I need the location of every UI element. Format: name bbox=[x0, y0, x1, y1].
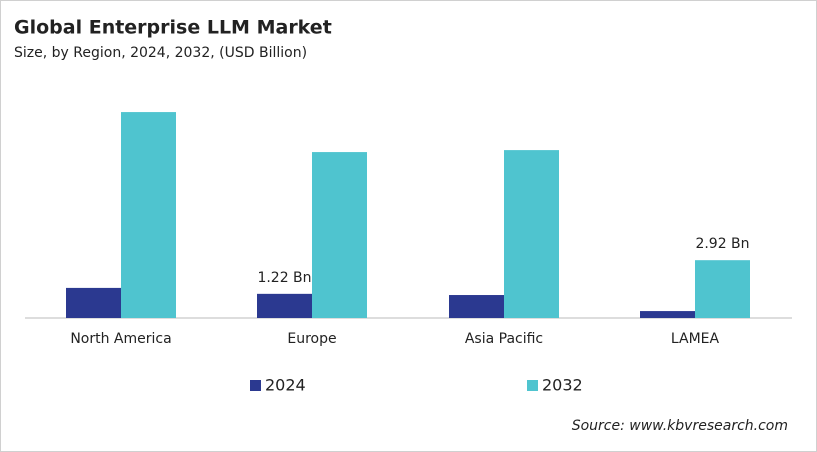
bar bbox=[66, 287, 121, 318]
bar bbox=[695, 260, 750, 318]
source: Source: www.kbvresearch.com bbox=[572, 418, 788, 434]
value-label: 1.22 Bn bbox=[257, 270, 311, 286]
legend-swatch bbox=[250, 380, 261, 391]
legend-label: 2032 bbox=[542, 376, 583, 395]
legend-swatch bbox=[527, 380, 538, 391]
x-tick-label: Europe bbox=[287, 331, 336, 347]
bar bbox=[504, 150, 559, 318]
x-tick-label: Asia Pacific bbox=[465, 331, 543, 347]
bar bbox=[449, 295, 504, 318]
legend-label: 2024 bbox=[265, 376, 306, 395]
bar bbox=[640, 311, 695, 318]
bar bbox=[257, 293, 312, 318]
chart-title: Global Enterprise LLM Market bbox=[14, 17, 332, 39]
x-tick-label: LAMEA bbox=[671, 331, 720, 347]
chart-subtitle: Size, by Region, 2024, 2032, (USD Billio… bbox=[14, 45, 307, 61]
x-tick-label: North America bbox=[70, 331, 171, 347]
bar bbox=[312, 152, 367, 318]
value-label: 2.92 Bn bbox=[695, 236, 749, 252]
bar bbox=[121, 112, 176, 318]
